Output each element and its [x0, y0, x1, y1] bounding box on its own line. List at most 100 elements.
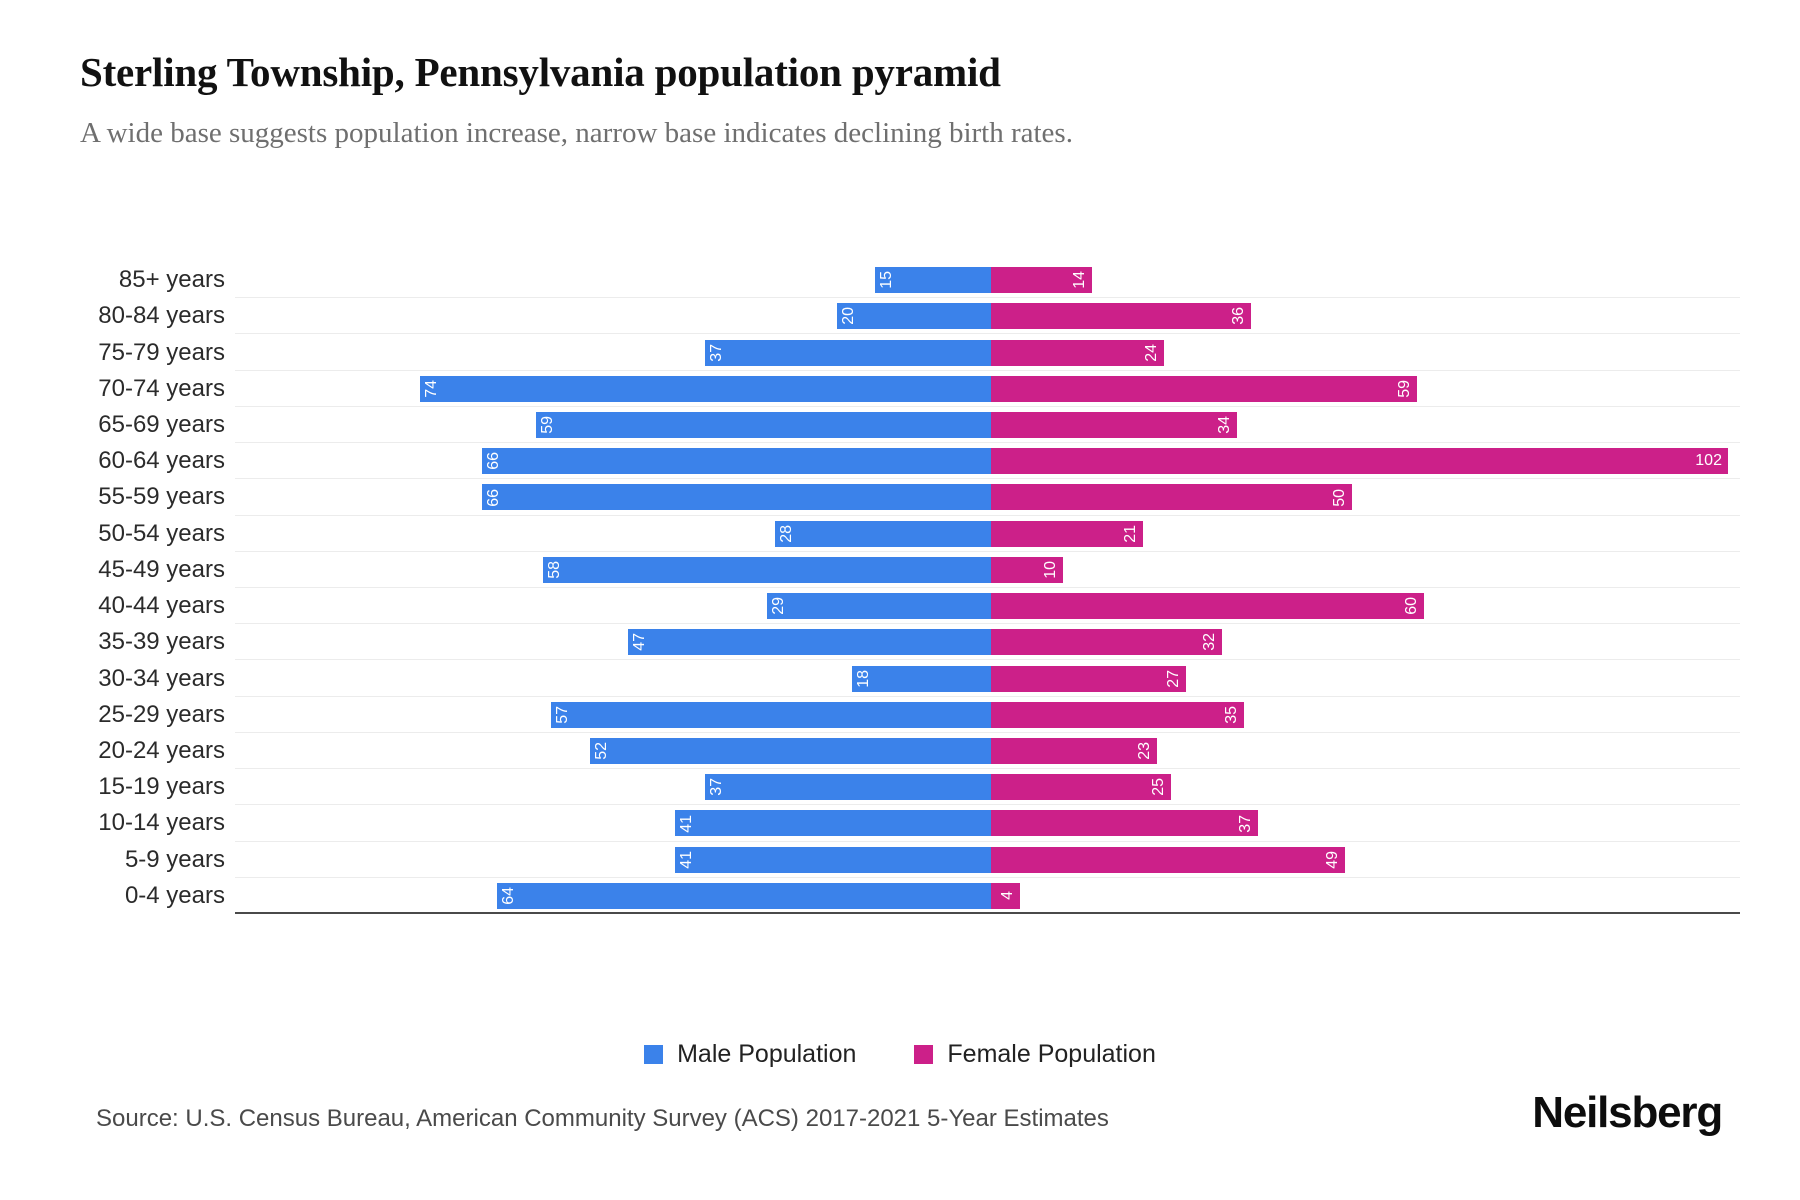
y-axis-tick-label: 80-84 years	[98, 302, 225, 330]
bar-value-female: 14	[1070, 271, 1088, 289]
gridline	[235, 369, 1740, 371]
bar-female[interactable]: 24	[990, 339, 1165, 366]
y-axis-tick-label: 55-59 years	[98, 483, 225, 511]
table-row: 47 32	[235, 629, 1740, 656]
source-note: Source: U.S. Census Bureau, American Com…	[96, 1105, 1109, 1132]
bar-male[interactable]: 52	[589, 738, 991, 764]
page-subtitle: A wide base suggests population increase…	[80, 117, 1073, 150]
legend-swatch-male-icon	[644, 1045, 664, 1064]
table-row: 66 50	[235, 484, 1740, 511]
bar-female[interactable]: 37	[990, 810, 1259, 837]
bar-value-male: 58	[546, 560, 564, 579]
y-axis-tick-label: 60-64 years	[98, 447, 225, 475]
table-row: 37 25	[235, 774, 1740, 801]
x-axis-baseline	[235, 912, 1740, 914]
table-row: 37 24	[235, 339, 1740, 366]
bar-female[interactable]: 50	[990, 484, 1353, 511]
y-axis-tick-label: 30-34 years	[98, 664, 225, 692]
bar-value-male: 20	[839, 307, 857, 326]
bar-value-male: 15	[878, 271, 896, 289]
bar-female[interactable]: 10	[990, 556, 1064, 583]
bar-female[interactable]: 49	[990, 846, 1345, 873]
table-row: 58 10	[235, 556, 1740, 583]
bar-male[interactable]: 18	[851, 665, 991, 692]
bar-value-male: 66	[484, 452, 502, 471]
bar-value-male: 41	[677, 814, 695, 833]
bar-male[interactable]: 58	[543, 556, 991, 583]
brand-logo: Neilsberg	[1532, 1088, 1723, 1137]
gridline	[235, 405, 1740, 407]
bar-male[interactable]: 29	[767, 593, 991, 620]
bar-value-female: 35	[1222, 705, 1240, 724]
bar-value-female: 34	[1215, 416, 1233, 434]
table-row: 64 4	[235, 882, 1740, 909]
y-axis-tick-label: 5-9 years	[124, 845, 225, 873]
bar-female[interactable]: 23	[990, 738, 1158, 764]
legend-item-male[interactable]: Male Population	[644, 1040, 856, 1069]
bar-value-male: 57	[554, 705, 572, 724]
bar-value-male: 28	[777, 524, 795, 543]
chart-legend: Male Population Female Population	[0, 1040, 1800, 1069]
table-row: 41 49	[235, 846, 1740, 873]
bar-male[interactable]: 47	[628, 629, 991, 656]
bar-value-male: 18	[854, 669, 872, 688]
bar-female[interactable]: 25	[990, 774, 1172, 801]
bar-value-female: 32	[1201, 633, 1219, 652]
gridline	[235, 333, 1740, 335]
bar-female[interactable]: 36	[990, 303, 1251, 330]
y-axis-tick-label: 20-24 years	[98, 737, 225, 764]
bar-value-female: 49	[1323, 850, 1341, 869]
table-row: 28 21	[235, 520, 1740, 547]
bar-value-female: 36	[1229, 307, 1247, 326]
bar-male[interactable]: 20	[836, 303, 991, 330]
bar-value-male: 29	[770, 597, 788, 615]
bar-male[interactable]: 28	[774, 520, 991, 547]
bar-female[interactable]: 60	[990, 593, 1425, 620]
bar-male[interactable]: 66	[481, 484, 991, 511]
bar-value-female: 4	[998, 891, 1016, 901]
y-axis-tick-label: 40-44 years	[98, 592, 225, 620]
chart-header: Sterling Township, Pennsylvania populati…	[80, 48, 1720, 151]
y-axis-tick-label: 35-39 years	[98, 628, 225, 656]
bar-value-female: 50	[1331, 488, 1349, 507]
bar-value-male: 41	[677, 850, 695, 869]
bar-value-male: 74	[423, 379, 441, 398]
bar-female[interactable]: 32	[990, 629, 1223, 656]
bar-female[interactable]: 35	[990, 701, 1244, 728]
table-row: 74 59	[235, 375, 1740, 402]
bar-female[interactable]: 59	[990, 375, 1418, 402]
bar-value-female: 27	[1164, 669, 1182, 688]
bar-male[interactable]: 41	[674, 846, 991, 873]
bar-value-male: 66	[484, 488, 502, 507]
bar-female[interactable]: 4	[990, 882, 1020, 909]
bar-male[interactable]: 41	[674, 810, 991, 837]
bar-value-female: 21	[1121, 524, 1139, 543]
bar-male[interactable]: 37	[705, 339, 991, 366]
gridline	[235, 587, 1740, 588]
bar-male[interactable]: 66	[481, 448, 991, 475]
bar-female[interactable]: 21	[990, 520, 1143, 547]
legend-item-female[interactable]: Female Population	[914, 1040, 1156, 1069]
bar-male[interactable]: 37	[705, 774, 991, 801]
bar-male[interactable]: 57	[551, 701, 991, 728]
bar-male[interactable]: 64	[497, 882, 991, 909]
y-axis-tick-label: 0-4 years	[124, 881, 225, 909]
bar-female[interactable]: 14	[990, 267, 1092, 294]
table-row: 57 35	[235, 701, 1740, 728]
y-axis-tick-label: 75-79 years	[98, 338, 225, 366]
bar-female[interactable]: 34	[990, 412, 1237, 438]
gridline	[235, 768, 1740, 770]
gridline	[235, 876, 1740, 878]
bar-value-female: 59	[1396, 379, 1414, 398]
bar-male[interactable]: 74	[420, 375, 991, 402]
bar-value-male: 47	[631, 633, 649, 652]
bar-value-male: 52	[592, 742, 610, 760]
bar-female[interactable]: 27	[990, 665, 1186, 692]
bar-male[interactable]: 59	[535, 412, 991, 438]
bar-value-female: 60	[1403, 597, 1421, 615]
bar-male[interactable]: 15	[875, 267, 991, 294]
bar-value-female: 25	[1150, 778, 1168, 797]
bar-female[interactable]: 102	[990, 448, 1728, 475]
y-axis-tick-label: 25-29 years	[98, 700, 225, 728]
